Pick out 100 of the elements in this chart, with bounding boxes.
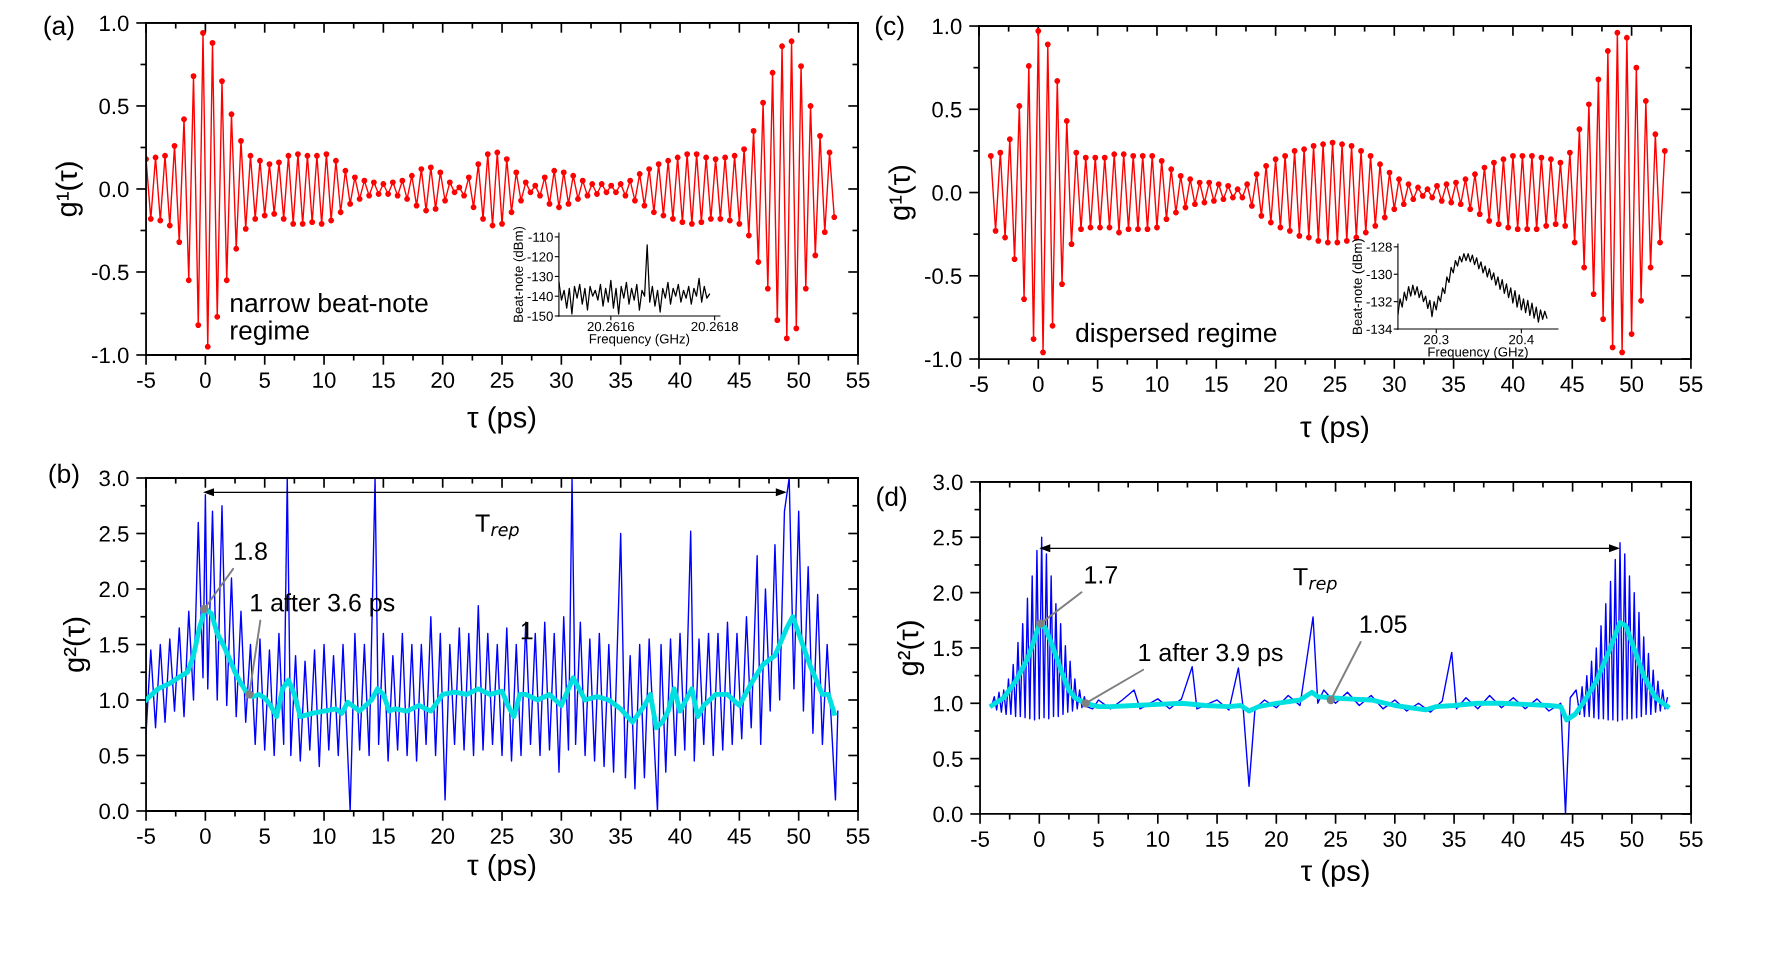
x-tick-label: 25 bbox=[490, 372, 514, 388]
x-tick-label: 30 bbox=[1382, 376, 1406, 393]
x-tick-label: 50 bbox=[1620, 376, 1644, 393]
x-tick-label: 55 bbox=[1679, 831, 1703, 847]
x-tick-label: 45 bbox=[1560, 376, 1584, 393]
y-tick-label: -110 bbox=[528, 232, 553, 242]
annotation: dispersed regime bbox=[1076, 322, 1277, 348]
annotation: T$_{rep}$ bbox=[1293, 568, 1337, 594]
x-tick-label: 15 bbox=[372, 372, 395, 388]
x-tick-label: 30 bbox=[1383, 831, 1407, 847]
x-tick-label: 10 bbox=[1147, 831, 1170, 847]
line-series bbox=[991, 536, 1669, 814]
annotation: 1 after 3.9 ps bbox=[1139, 643, 1283, 667]
x-tick-label: 25 bbox=[1324, 831, 1348, 847]
x-tick-label: 40 bbox=[668, 828, 692, 844]
y-tick-label: 3.0 bbox=[99, 470, 129, 487]
x-tick-label: -5 bbox=[137, 828, 155, 844]
y-tick-label: -150 bbox=[527, 311, 553, 321]
x-tick-label: 55 bbox=[1679, 376, 1703, 393]
x-axis-title: Frequency (GHz) bbox=[1428, 346, 1528, 360]
y-tick-label: 0.5 bbox=[99, 98, 129, 115]
x-tick-label: 40 bbox=[668, 372, 692, 388]
y-tick-label: 1.5 bbox=[934, 640, 963, 657]
annotation: 1.05 bbox=[1360, 615, 1407, 634]
x-tick-label: 45 bbox=[1560, 831, 1585, 847]
annotation: 1.7 bbox=[1085, 566, 1117, 584]
y-tick-label: 1.0 bbox=[100, 692, 129, 709]
y-tick-label: 2.0 bbox=[933, 585, 963, 601]
y-axis-title: g¹(τ) bbox=[888, 165, 916, 220]
chart-title: (a) bbox=[44, 15, 74, 41]
x-axis-title: τ (ps) bbox=[1301, 859, 1369, 887]
x-tick-label: 50 bbox=[787, 828, 811, 844]
annotation: narrow beat-note regime bbox=[231, 292, 428, 346]
x-tick-label: 35 bbox=[1442, 376, 1466, 393]
y-tick-label: 2.5 bbox=[99, 526, 129, 542]
x-tick-label: -5 bbox=[970, 376, 988, 393]
x-tick-label: 30 bbox=[549, 828, 573, 844]
x-tick-label: 5 bbox=[259, 372, 270, 388]
y-tick-label: -0.5 bbox=[925, 268, 962, 285]
x-tick-label: 10 bbox=[313, 828, 336, 844]
chart-title: (b) bbox=[49, 463, 79, 489]
y-tick-label: -132 bbox=[1366, 297, 1392, 307]
x-tick-label: 35 bbox=[609, 372, 633, 388]
x-tick-label: 40 bbox=[1501, 831, 1525, 847]
x-tick-label: 20 bbox=[431, 372, 455, 388]
x-tick-label: 15 bbox=[1205, 376, 1228, 393]
x-tick-label: 5 bbox=[1093, 831, 1104, 847]
y-tick-label: -0.5 bbox=[92, 264, 129, 281]
x-tick-label: 25 bbox=[490, 828, 514, 844]
y-tick-label: 2.0 bbox=[99, 581, 129, 598]
x-tick-label: 35 bbox=[1442, 831, 1466, 847]
y-tick-label: 0.0 bbox=[99, 181, 129, 198]
x-tick-label: 50 bbox=[787, 372, 811, 388]
y-tick-label: 0.5 bbox=[933, 751, 963, 767]
y-tick-label: -134 bbox=[1366, 324, 1392, 334]
x-tick-label: 15 bbox=[372, 828, 395, 844]
x-tick-label: 0 bbox=[200, 372, 211, 388]
x-tick-label: 15 bbox=[1206, 831, 1229, 847]
x-tick-label: 20.2618 bbox=[691, 321, 738, 332]
y-tick-label: -128 bbox=[1366, 242, 1392, 252]
y-axis-title: g¹(τ) bbox=[55, 162, 83, 217]
y-tick-label: -130 bbox=[1366, 269, 1392, 280]
x-tick-label: 40 bbox=[1501, 376, 1525, 393]
y-axis-title: g²(τ) bbox=[896, 621, 925, 676]
x-tick-label: 20 bbox=[1265, 831, 1288, 847]
y-tick-label: -120 bbox=[527, 252, 553, 262]
y-tick-label: 1.5 bbox=[100, 637, 129, 653]
x-axis-title: Frequency (GHz) bbox=[589, 333, 690, 347]
x-tick-label: 0 bbox=[1032, 376, 1044, 393]
x-tick-label: -5 bbox=[137, 372, 155, 388]
y-tick-label: 0.5 bbox=[99, 748, 129, 764]
x-tick-label: 20 bbox=[431, 828, 455, 844]
chart-title: (d) bbox=[877, 486, 907, 512]
x-tick-label: 45 bbox=[727, 828, 751, 844]
x-tick-label: 20.2616 bbox=[587, 321, 635, 332]
x-tick-label: 30 bbox=[549, 372, 573, 388]
y-tick-label: -1.0 bbox=[92, 347, 129, 364]
y-tick-label: 1.0 bbox=[933, 18, 962, 35]
x-axis-title: τ (ps) bbox=[467, 853, 536, 882]
y-tick-label: 0.0 bbox=[933, 806, 963, 823]
x-tick-label: 5 bbox=[259, 828, 270, 844]
y-tick-label: 2.5 bbox=[933, 529, 963, 546]
annotation: 1.8 bbox=[235, 542, 267, 561]
y-axis-title: g²(τ) bbox=[62, 617, 91, 672]
y-tick-label: 3.0 bbox=[933, 474, 963, 491]
y-axis-title: Beat-note (dBm) bbox=[513, 226, 526, 322]
x-tick-label: 55 bbox=[846, 828, 870, 844]
x-tick-label: 25 bbox=[1323, 376, 1347, 393]
x-tick-label: 35 bbox=[609, 828, 633, 844]
y-tick-label: -140 bbox=[527, 291, 553, 302]
y-tick-label: 1.0 bbox=[934, 695, 963, 712]
y-tick-label: -130 bbox=[527, 272, 553, 282]
y-axis-title: Beat-note (dBm) bbox=[1352, 238, 1365, 334]
x-tick-label: 20.3 bbox=[1424, 334, 1449, 345]
y-tick-label: 0.0 bbox=[99, 803, 129, 820]
x-tick-label: 50 bbox=[1620, 831, 1644, 847]
x-tick-label: 45 bbox=[727, 372, 751, 388]
y-tick-label: -1.0 bbox=[925, 351, 962, 368]
x-axis-title: τ (ps) bbox=[467, 406, 536, 434]
chart-title: (c) bbox=[875, 15, 904, 41]
